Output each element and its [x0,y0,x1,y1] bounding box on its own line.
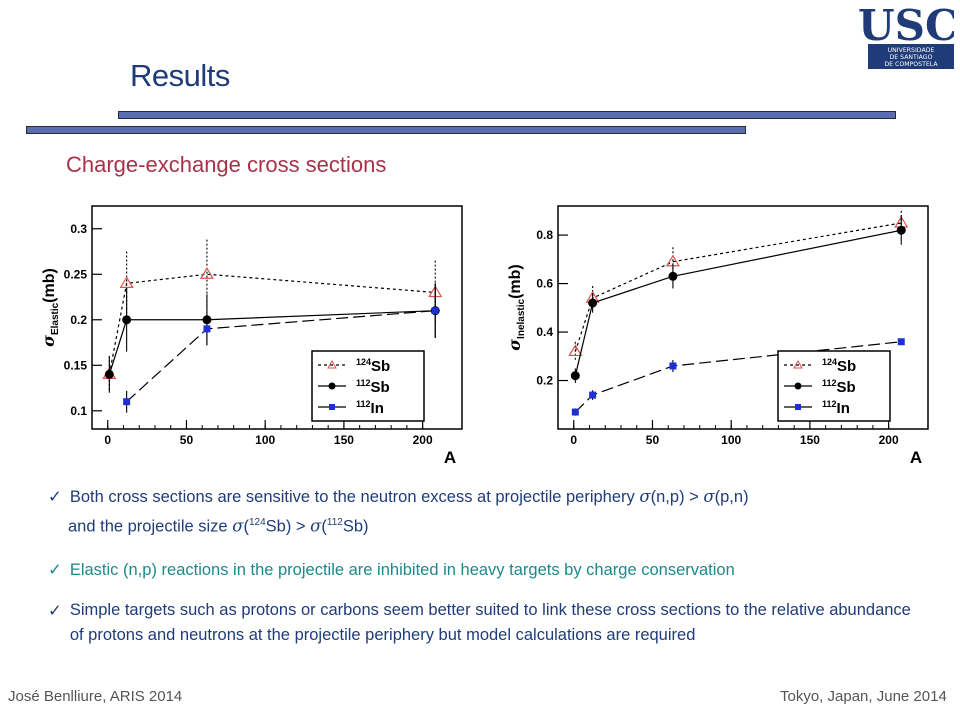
bullet-sensitivity-line2: and the projectile size σ(124Sb) > σ(112… [68,516,369,536]
logo-main: USC [858,1,954,50]
data-point [570,371,580,381]
legend-label: 112In [356,399,384,417]
sigma-symbol: σ [310,516,322,536]
logo-line1: UNIVERSIDADE [888,47,935,54]
y-tick-label: 0.1 [70,404,87,418]
logo-line3: DE COMPOSTELA [884,61,938,68]
legend-label: 112Sb [356,378,390,396]
y-tick-label: 0.3 [70,222,87,236]
usc-logo: USC UNIVERSIDADE DE SANTIAGO DE COMPOSTE… [858,1,954,69]
slide-title: Results [130,58,230,93]
legend-marker [793,359,803,369]
x-axis-label: A [910,448,922,467]
series-line-124Sb [574,222,902,352]
bullet-simple-targets: ✓ Simple targets such as protons or carbo… [48,598,928,648]
data-point [119,276,134,288]
x-tick-label: 150 [334,433,354,447]
y-tick-label: 0.8 [536,228,553,242]
data-point [104,369,114,379]
legend-label: 112Sb [822,378,856,396]
bullet-sensitivity-text: Both cross sections are sensitive to the… [69,488,640,506]
legend-marker [328,382,336,390]
elastic-cross-section-chart: 0 50 100 150 200 0.1 0.15 0.2 0.25 0.3 AσElastic(m… [39,205,463,467]
title-divider-bottom [26,126,746,134]
legend-marker [327,359,337,369]
legend-label: 124Sb [822,357,856,375]
checkmark-icon: ✓ [48,601,62,620]
x-tick-label: 0 [570,433,577,447]
data-point [588,298,598,308]
slide-subtitle: Charge-exchange cross sections [66,152,387,177]
y-tick-label: 0.25 [64,267,88,281]
data-point [589,391,597,399]
data-point [669,362,677,370]
series-line-112Sb [108,310,436,375]
legend-label: 124Sb [356,357,390,375]
x-tick-label: 200 [879,433,899,447]
legend-marker [794,382,802,390]
sigma-symbol: σ [639,487,651,506]
legend-label: 112In [822,399,850,417]
data-point [123,398,131,406]
data-point [431,307,439,315]
y-tick-label: 0.2 [70,313,87,327]
title-divider-top [118,111,896,119]
x-tick-label: 100 [255,433,275,447]
x-tick-label: 200 [413,433,433,447]
sigma-symbol: σ [232,516,244,536]
data-point [199,267,214,279]
footer-author: José Benlliure, ARIS 2014 [8,688,183,705]
x-tick-label: 50 [180,433,194,447]
data-point [897,338,905,346]
x-tick-label: 50 [646,433,660,447]
bullet-elastic-text: Elastic (n,p) reactions in the projectil… [69,561,735,579]
checkmark-icon: ✓ [48,487,62,506]
series-line-112Sb [574,229,902,376]
x-axis-label: A [444,448,456,467]
legend-marker [329,404,335,410]
sigma-symbol: σ [703,487,715,506]
data-point [571,408,579,416]
bullet-sensitivity: ✓ Both cross sections are sensitive to th… [48,487,749,506]
logo-plate [868,44,954,69]
checkmark-icon: ✓ [48,560,62,579]
y-tick-label: 0.6 [536,277,553,291]
data-point [668,271,678,281]
data-point [122,315,132,325]
data-point [203,325,211,333]
legend-marker [795,404,801,410]
y-tick-label: 0.4 [536,325,553,339]
x-tick-label: 0 [104,433,111,447]
x-tick-label: 100 [721,433,741,447]
series-line-124Sb [108,273,436,375]
y-tick-label: 0.2 [536,374,553,388]
bullet-simple-targets-text: Simple targets such as protons or carbon… [69,601,911,644]
data-point [568,344,583,357]
y-axis-label: σElastic(mb) [39,268,61,347]
logo-line2: DE SANTIAGO [890,54,933,61]
y-tick-label: 0.15 [64,358,88,372]
y-axis-label: σInelastic(mb) [505,264,527,350]
x-tick-label: 150 [800,433,820,447]
bullet-elastic-inhibited: ✓ Elastic (n,p) reactions in the projecti… [48,557,938,583]
footer-venue: Tokyo, Japan, June 2014 [780,688,947,705]
data-point [896,225,906,235]
